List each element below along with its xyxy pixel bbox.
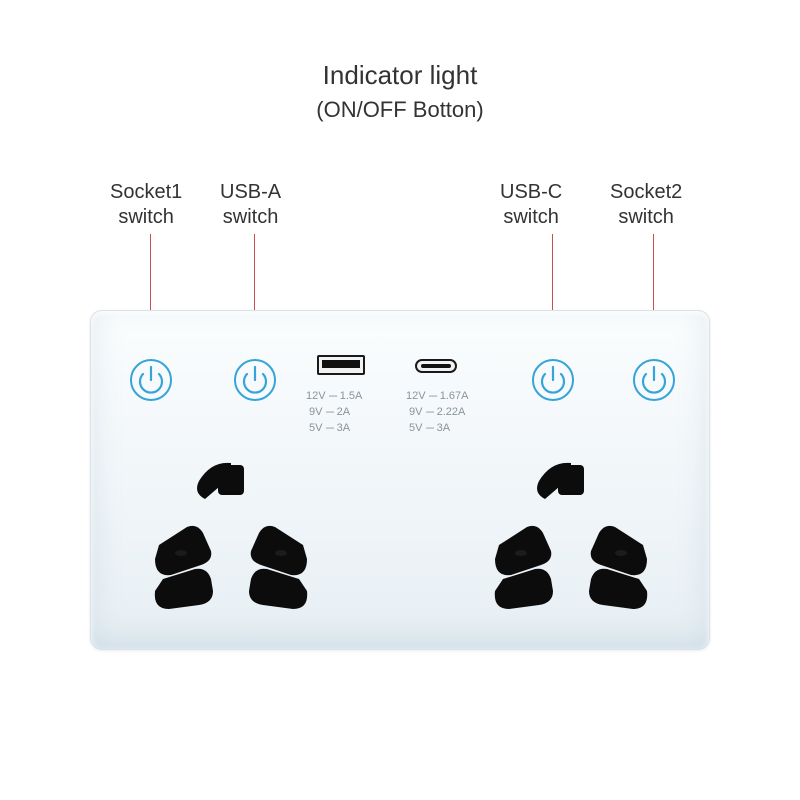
wall-socket-panel: 12V --- 1.5A 9V --- 2A 5V --- 3A 12V ---… — [90, 310, 710, 650]
socket-right[interactable] — [481, 457, 661, 627]
label-usb-a: USB-Aswitch — [220, 180, 281, 230]
label-usb-c: USB-Cswitch — [500, 180, 562, 230]
power-button-socket1[interactable] — [128, 357, 174, 403]
usb-c-specs: 12V --- 1.67A 9V --- 2.22A 5V --- 3A — [406, 389, 468, 437]
power-button-socket2[interactable] — [631, 357, 677, 403]
subtitle: (ON/OFF Botton) — [0, 97, 800, 123]
power-button-usb-c[interactable] — [530, 357, 576, 403]
usb-a-port[interactable] — [317, 355, 365, 375]
header: Indicator light (ON/OFF Botton) — [0, 60, 800, 123]
socket-left[interactable] — [141, 457, 321, 627]
usb-a-specs: 12V --- 1.5A 9V --- 2A 5V --- 3A — [306, 389, 362, 437]
label-socket1: Socket1switch — [110, 180, 182, 230]
power-button-usb-a[interactable] — [232, 357, 278, 403]
usb-c-port[interactable] — [415, 359, 457, 373]
label-socket2: Socket2switch — [610, 180, 682, 230]
title: Indicator light — [0, 60, 800, 91]
